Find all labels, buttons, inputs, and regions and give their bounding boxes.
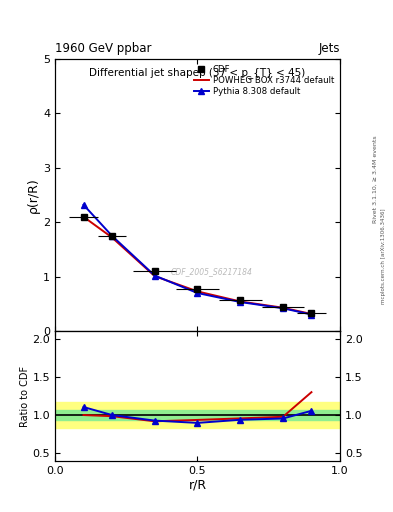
Y-axis label: Ratio to CDF: Ratio to CDF — [20, 366, 29, 426]
Legend: CDF, POWHEG BOX r3744 default, Pythia 8.308 default: CDF, POWHEG BOX r3744 default, Pythia 8.… — [192, 63, 336, 98]
Text: CDF_2005_S6217184: CDF_2005_S6217184 — [171, 267, 253, 276]
Text: 1960 GeV ppbar: 1960 GeV ppbar — [55, 42, 152, 55]
X-axis label: r/R: r/R — [188, 478, 207, 492]
Text: mcplots.cern.ch [arXiv:1306.3436]: mcplots.cern.ch [arXiv:1306.3436] — [381, 208, 386, 304]
Text: Differential jet shapep (37 < p_{T} < 45): Differential jet shapep (37 < p_{T} < 45… — [89, 67, 306, 78]
Text: Jets: Jets — [318, 42, 340, 55]
Text: Rivet 3.1.10, ≥ 3.4M events: Rivet 3.1.10, ≥ 3.4M events — [373, 135, 378, 223]
Y-axis label: ρ(r/R): ρ(r/R) — [27, 177, 40, 213]
